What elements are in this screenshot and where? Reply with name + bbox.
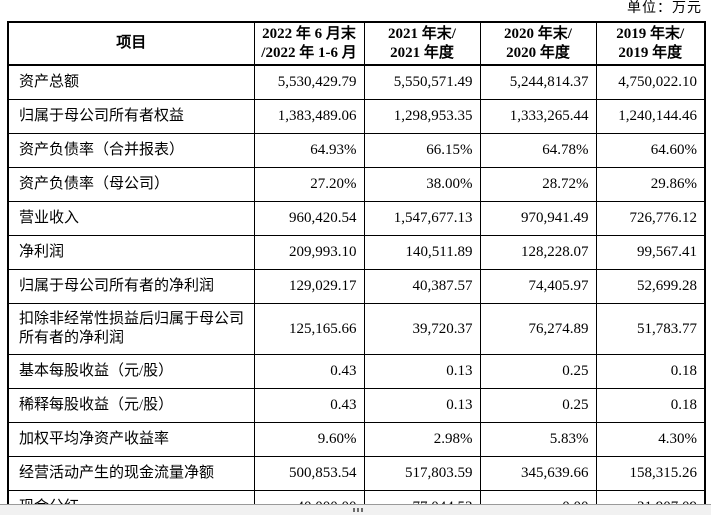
cell-value: 0.25 <box>479 388 597 423</box>
row-label: 资产负债率（母公司） <box>7 167 255 202</box>
cell-value: 125,165.66 <box>253 303 365 355</box>
cell-value: 5.83% <box>479 422 597 457</box>
table-row: 资产负债率（合并报表） 64.93% 66.15% 64.78% 64.60% <box>7 133 706 168</box>
cell-value: 51,783.77 <box>595 303 706 355</box>
cell-value: 29.86% <box>595 167 706 202</box>
row-label: 经营活动产生的现金流量净额 <box>7 456 255 491</box>
column-header: 2020 年末/2020 年度 <box>479 21 597 66</box>
cell-value: 209,993.10 <box>253 235 365 270</box>
cell-value: 128,228.07 <box>479 235 597 270</box>
table-row: 资产总额 5,530,429.79 5,550,571.49 5,244,814.37… <box>7 64 706 100</box>
table-row: 营业收入 960,420.54 1,547,677.13 970,941.49 726,… <box>7 201 706 236</box>
cell-value: 27.20% <box>253 167 365 202</box>
cell-value: 64.60% <box>595 133 706 168</box>
cell-value: 129,029.17 <box>253 269 365 304</box>
cell-value: 28.72% <box>479 167 597 202</box>
cell-value: 66.15% <box>363 133 481 168</box>
table-row: 基本每股收益（元/股） 0.43 0.13 0.25 0.18 <box>7 354 706 389</box>
cell-value: 1,383,489.06 <box>253 99 365 134</box>
table-row: 稀释每股收益（元/股） 0.43 0.13 0.25 0.18 <box>7 388 706 423</box>
column-header: 2019 年末/2019 年度 <box>595 21 706 66</box>
row-label: 加权平均净资产收益率 <box>7 422 255 457</box>
scrollbar-grip-icon[interactable] <box>348 507 368 513</box>
cell-value: 5,550,571.49 <box>363 64 481 100</box>
table-row: 净利润 209,993.10 140,511.89 128,228.07 99,567.… <box>7 235 706 270</box>
row-label: 扣除非经常性损益后归属于母公司所有者的净利润 <box>7 303 255 355</box>
row-label: 净利润 <box>7 235 255 270</box>
row-label: 营业收入 <box>7 201 255 236</box>
cell-value: 0.25 <box>479 354 597 389</box>
cell-value: 4,750,022.10 <box>595 64 706 100</box>
cell-value: 140,511.89 <box>363 235 481 270</box>
row-label: 基本每股收益（元/股） <box>7 354 255 389</box>
table-body: 资产总额 5,530,429.79 5,550,571.49 5,244,814.37… <box>7 64 706 515</box>
cell-value: 52,699.28 <box>595 269 706 304</box>
column-header: 项目 <box>7 21 255 66</box>
table-row: 经营活动产生的现金流量净额 500,853.54 517,803.59 345,639… <box>7 456 706 491</box>
cell-value: 5,244,814.37 <box>479 64 597 100</box>
cell-value: 39,720.37 <box>363 303 481 355</box>
cell-value: 0.13 <box>363 354 481 389</box>
cell-value: 970,941.49 <box>479 201 597 236</box>
cell-value: 0.43 <box>253 354 365 389</box>
cell-value: 76,274.89 <box>479 303 597 355</box>
unit-label: 单位：万元 <box>627 1 702 16</box>
cell-value: 40,387.57 <box>363 269 481 304</box>
cell-value: 1,333,265.44 <box>479 99 597 134</box>
cell-value: 74,405.97 <box>479 269 597 304</box>
table-row: 归属于母公司所有者权益 1,383,489.06 1,298,953.35 1,333… <box>7 99 706 134</box>
cell-value: 345,639.66 <box>479 456 597 491</box>
cell-value: 5,530,429.79 <box>253 64 365 100</box>
cell-value: 64.93% <box>253 133 365 168</box>
financial-indicators-table: 项目 2022 年 6 月末/2022 年 1-6 月 2021 年末/2021 年… <box>7 21 706 515</box>
row-label: 资产负债率（合并报表） <box>7 133 255 168</box>
cell-value: 960,420.54 <box>253 201 365 236</box>
column-header: 2021 年末/2021 年度 <box>363 21 481 66</box>
row-label: 资产总额 <box>7 64 255 100</box>
cell-value: 1,547,677.13 <box>363 201 481 236</box>
cell-value: 0.13 <box>363 388 481 423</box>
header-row: 项目 2022 年 6 月末/2022 年 1-6 月 2021 年末/2021 年… <box>7 21 706 66</box>
cell-value: 1,298,953.35 <box>363 99 481 134</box>
cell-value: 9.60% <box>253 422 365 457</box>
cell-value: 1,240,144.46 <box>595 99 706 134</box>
horizontal-scrollbar[interactable] <box>0 504 711 515</box>
row-label: 稀释每股收益（元/股） <box>7 388 255 423</box>
cell-value: 517,803.59 <box>363 456 481 491</box>
cell-value: 38.00% <box>363 167 481 202</box>
row-label: 归属于母公司所有者的净利润 <box>7 269 255 304</box>
cell-value: 500,853.54 <box>253 456 365 491</box>
cell-value: 0.18 <box>595 354 706 389</box>
table-row: 扣除非经常性损益后归属于母公司所有者的净利润 125,165.66 39,720.3… <box>7 303 706 355</box>
column-header: 2022 年 6 月末/2022 年 1-6 月 <box>253 21 365 66</box>
table-row: 资产负债率（母公司） 27.20% 38.00% 28.72% 29.86% <box>7 167 706 202</box>
cell-value: 158,315.26 <box>595 456 706 491</box>
cell-value: 0.43 <box>253 388 365 423</box>
cell-value: 0.18 <box>595 388 706 423</box>
cell-value: 64.78% <box>479 133 597 168</box>
row-label: 归属于母公司所有者权益 <box>7 99 255 134</box>
cell-value: 99,567.41 <box>595 235 706 270</box>
cell-value: 4.30% <box>595 422 706 457</box>
cell-value: 2.98% <box>363 422 481 457</box>
table-row: 归属于母公司所有者的净利润 129,029.17 40,387.57 74,405.9… <box>7 269 706 304</box>
table-header: 项目 2022 年 6 月末/2022 年 1-6 月 2021 年末/2021 年… <box>7 21 706 66</box>
cell-value: 726,776.12 <box>595 201 706 236</box>
table-row: 加权平均净资产收益率 9.60% 2.98% 5.83% 4.30% <box>7 422 706 457</box>
